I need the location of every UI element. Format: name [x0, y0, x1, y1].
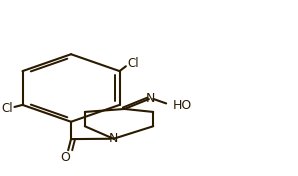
- Text: O: O: [60, 151, 70, 164]
- Text: Cl: Cl: [1, 102, 13, 115]
- Text: Cl: Cl: [128, 57, 139, 70]
- Text: N: N: [146, 92, 156, 105]
- Text: N: N: [109, 132, 118, 145]
- Text: HO: HO: [173, 99, 192, 112]
